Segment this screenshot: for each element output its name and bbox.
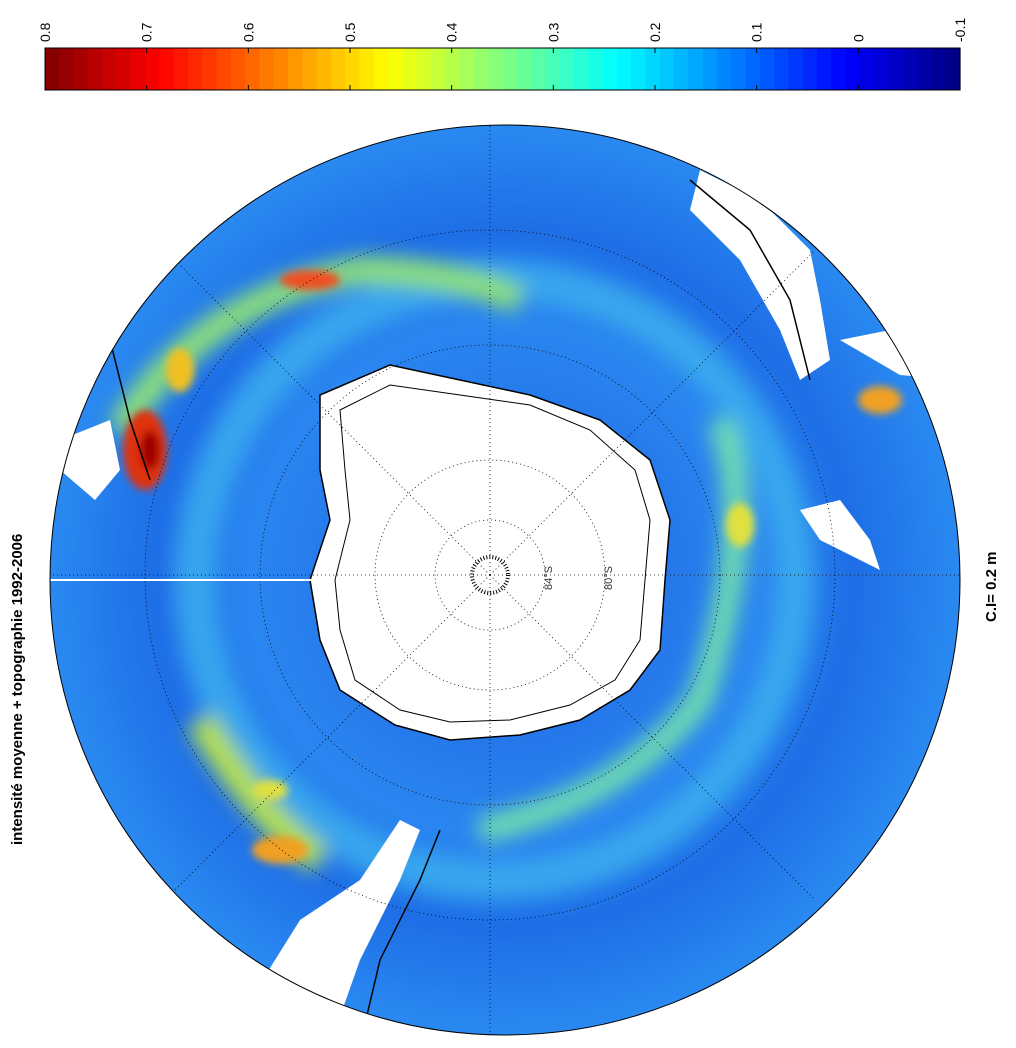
colorbar-cell (345, 48, 361, 90)
colorbar-tick-label: 0.7 (139, 22, 155, 42)
colorbar-cell (688, 48, 704, 90)
colorbar: 0.8 0.7 0.6 0.5 0.4 0.3 0.2 0.1 0 -0.1 (37, 18, 968, 91)
colorbar-cell (702, 48, 718, 90)
colorbar-cell (473, 48, 489, 90)
colorbar-tick-label: 0.6 (240, 22, 256, 42)
colorbar-cell (330, 48, 346, 90)
colorbar-cell (731, 48, 747, 90)
colorbar-cell (774, 48, 790, 90)
colorbar-cell (659, 48, 675, 90)
colorbar-tick-label: -0.1 (952, 18, 968, 42)
colorbar-cell (573, 48, 589, 90)
colorbar-cell (802, 48, 818, 90)
colorbar-cell (559, 48, 575, 90)
colorbar-cell (502, 48, 518, 90)
colorbar-cell (531, 48, 546, 90)
colorbar-cell (516, 48, 532, 90)
colorbar-cell (602, 48, 618, 90)
colorbar-cell (216, 48, 232, 90)
colorbar-cell (917, 48, 933, 90)
colorbar-cell (716, 48, 732, 90)
title: intensité moyenne + topographie 1992-200… (9, 534, 26, 845)
colorbar-cell (859, 48, 875, 90)
colorbar-tick-label: 0 (850, 34, 866, 42)
colorbar-frame (44, 47, 961, 91)
colorbar-cell (102, 48, 118, 90)
colorbar-cell (402, 48, 418, 90)
colorbar-cell (273, 48, 289, 90)
pole (470, 555, 510, 595)
colorbar-cell (173, 48, 189, 90)
colorbar-cell (759, 48, 775, 90)
colorbar-cell (945, 48, 961, 90)
colorbar-cell (230, 48, 246, 90)
colorbar-cell (874, 48, 890, 90)
colorbar-cell (631, 48, 647, 90)
colorbar-cell (845, 48, 861, 90)
colorbar-tick-label: 0.3 (545, 22, 561, 42)
colorbar-cell (545, 48, 561, 90)
colorbar-cell (817, 48, 832, 90)
colorbar-cell (130, 48, 146, 90)
colorbar-cell (59, 48, 75, 90)
colorbar-cell (445, 48, 461, 90)
contour-interval: C.I= 0.2 m (983, 552, 1000, 622)
colorbar-cell (259, 48, 275, 90)
latitude-label: 84°S (543, 566, 555, 590)
colorbar-cell (588, 48, 604, 90)
map: 84°S 80°S (49, 124, 961, 1036)
colorbar-tick-label: 0.5 (342, 22, 358, 42)
colorbar-cell (888, 48, 904, 90)
graticule (50, 125, 960, 1035)
map-border (49, 124, 961, 1036)
colorbar-cell (187, 48, 203, 90)
colorbar-cell (674, 48, 689, 90)
colorbar-tick-label: 0.1 (749, 22, 765, 42)
colorbar-cell (416, 48, 432, 90)
colorbar-cell (616, 48, 632, 90)
colorbar-cell (87, 48, 103, 90)
colorbar-cell (388, 48, 404, 90)
colorbar-cell (745, 48, 761, 90)
colorbar-cell (459, 48, 475, 90)
colorbar-tick-label: 0.2 (647, 22, 663, 42)
colorbar-cell (302, 48, 318, 90)
colorbar-cell (359, 48, 375, 90)
colorbar-cell (788, 48, 804, 90)
colorbar-tick-label: 0.8 (37, 22, 53, 42)
colorbar-cell (931, 48, 947, 90)
coastline (109, 179, 811, 1035)
colorbar-cell (159, 48, 175, 90)
colorbar-cell (488, 48, 504, 90)
colorbar-cell (145, 48, 160, 90)
colorbar-cell (116, 48, 132, 90)
colorbar-cell (316, 48, 332, 90)
colorbar-tick-label: 0.4 (444, 22, 460, 42)
colorbar-cell (902, 48, 918, 90)
colorbar-cell (831, 48, 847, 90)
latitude-label: 80°S (603, 566, 615, 590)
colorbar-cell (202, 48, 218, 90)
colorbar-cell (288, 48, 303, 90)
colorbar-cell (245, 48, 261, 90)
colorbar-cell (645, 48, 661, 90)
colorbar-cell (431, 48, 446, 90)
hotspots (123, 270, 902, 864)
colorbar-cell (73, 48, 89, 90)
colorbar-cell (45, 48, 60, 90)
colorbar-cell (373, 48, 389, 90)
